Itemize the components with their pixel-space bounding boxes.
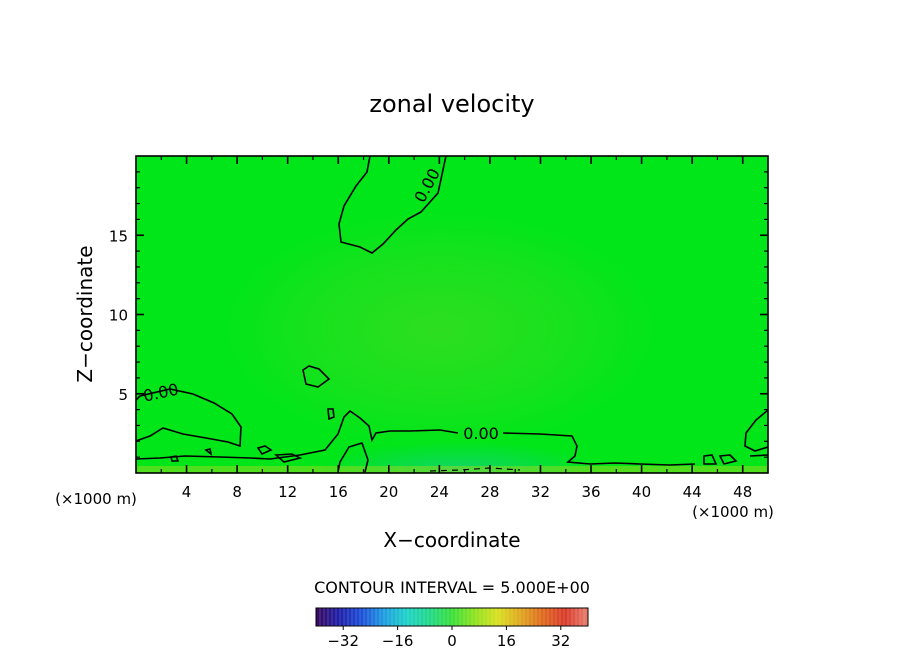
- x-tick-label: 24: [430, 483, 449, 501]
- x-unit-left: (×1000 m): [55, 490, 137, 508]
- y-tick-label: 5: [118, 386, 128, 404]
- colorbar: −32 −16 0 16 32: [315, 607, 589, 650]
- chart-title: zonal velocity: [369, 90, 534, 118]
- negative-anomaly: [320, 442, 600, 473]
- y-axis-label: Z−coordinate: [73, 245, 97, 382]
- contour-right-b: [744, 409, 768, 452]
- contour-plume: [337, 442, 369, 473]
- contour-blob-e: [170, 455, 180, 462]
- contour-blob-f: [204, 448, 213, 456]
- colorbar-tick-label: 32: [551, 632, 570, 650]
- positive-anomaly: [220, 210, 660, 450]
- contour-right-a: [703, 454, 738, 465]
- x-tick-label: 8: [232, 483, 242, 501]
- contour-interval-label: CONTOUR INTERVAL = 5.000E+00: [314, 578, 590, 597]
- y-tick-label: 15: [109, 227, 128, 245]
- contour-right-c: [749, 454, 768, 457]
- contour-ground-dashed: [429, 467, 521, 472]
- x-tick-label: 4: [182, 483, 192, 501]
- contour-upper: [338, 156, 447, 254]
- contour-label-middle: 0.00: [463, 424, 499, 443]
- x-tick-label: 44: [683, 483, 702, 501]
- x-tick-label: 36: [581, 483, 600, 501]
- contour-blob-b: [327, 408, 335, 421]
- x-tick-label: 12: [278, 483, 297, 501]
- x-tick-label: 48: [733, 483, 752, 501]
- contour-blob-c: [256, 445, 273, 456]
- x-tick-label: 40: [632, 483, 651, 501]
- zero-contours: [136, 156, 768, 473]
- colorbar-stripes: [319, 608, 585, 626]
- x-axis: 4 8 12 16 20 24 28 32 36 40 44 48: [160, 156, 752, 501]
- x-unit-right: (×1000 m): [692, 503, 774, 521]
- colorbar-tick-label: −32: [327, 632, 359, 650]
- x-tick-label: 32: [531, 483, 550, 501]
- x-tick-label: 28: [480, 483, 499, 501]
- x-tick-label: 16: [329, 483, 348, 501]
- colorbar-tick-label: −16: [382, 632, 414, 650]
- contour-main: [136, 409, 696, 466]
- colorbar-ticks: −32 −16 0 16 32: [327, 626, 570, 650]
- ground-strip: [136, 466, 768, 473]
- x-tick-label: 20: [379, 483, 398, 501]
- colorbar-tick-label: 16: [497, 632, 516, 650]
- colorbar-tick-label: 0: [447, 632, 457, 650]
- y-axis: 5 10 15: [109, 171, 768, 458]
- x-axis-label: X−coordinate: [383, 528, 520, 552]
- contour-blob-a: [302, 365, 331, 388]
- y-tick-label: 10: [109, 307, 128, 325]
- contour-left-upper: [136, 388, 242, 448]
- plot-area: 0.00 0.00 0.00: [136, 156, 768, 473]
- contour-blob-d: [274, 453, 303, 463]
